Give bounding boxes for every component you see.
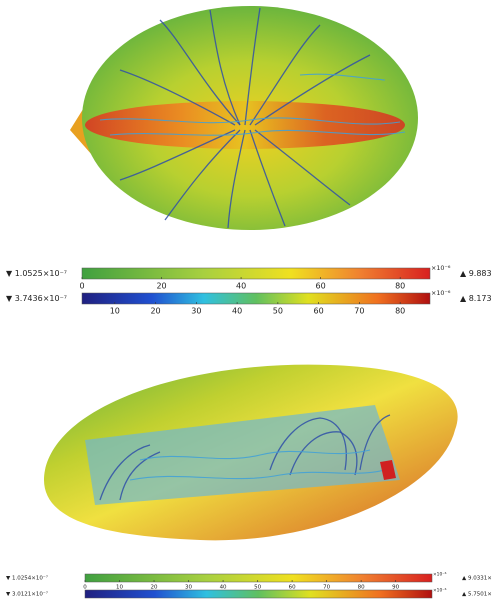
tick-label: 40 [220,584,227,590]
tick-label: 50 [254,584,261,590]
tick-label: 80 [358,584,365,590]
tick-label: 50 [273,307,283,316]
tick-label: 30 [191,307,201,316]
tick-label: 30 [185,584,192,590]
tick-label: 0 [83,584,87,590]
tick-label: 60 [314,307,324,316]
colorbar [84,589,433,599]
colorbar [81,292,431,305]
colorbar-min: ▼ 3.7436×10⁻⁷ [6,294,67,303]
render-hotspot [380,460,396,480]
colorbar-min: ▼ 3.0121×10⁻⁷ [6,591,48,598]
tick-label: 20 [150,307,160,316]
colorbar [81,267,431,280]
colorbar-max: ▲ 9.8836×10⁻⁶ [460,269,492,278]
colorbar-exponent: ×10⁻⁶ [431,264,451,272]
tick-label: 80 [395,307,405,316]
colorbar-max: ▲ 9.0331×10⁻⁶ [462,575,492,582]
tick-label: 90 [392,584,399,590]
bottom-render [43,364,458,541]
colorbar-exponent: ×10⁻⁶ [431,289,451,297]
colorbar [84,573,433,583]
tick-label: 60 [316,282,326,291]
streamlines [99,414,391,501]
colorbars: ▼ 1.0525×10⁻⁷ ▲ 9.8836×10⁻⁶ ×10⁻⁶ 0 20 40 60 80… [6,264,492,599]
tick-label: 20 [151,584,158,590]
tick-label: 60 [289,584,296,590]
colorbar-max: ▲ 5.7501×10⁻⁶ [462,591,492,598]
tick-label: 40 [236,282,246,291]
colorbar-min: ▼ 1.0525×10⁻⁷ [6,269,67,278]
colorbar-min: ▼ 1.0254×10⁻⁷ [6,575,48,582]
tick-label: 10 [110,307,120,316]
streamlines [99,7,406,229]
colorbar-exponent: ×10⁻⁶ [433,572,447,578]
top-render [70,6,418,230]
tick-label: 70 [323,584,330,590]
render-cutout [85,405,400,505]
tick-label: 80 [395,282,405,291]
tick-label: 0 [79,282,84,291]
tick-label: 20 [156,282,166,291]
tick-label: 40 [232,307,242,316]
colorbar-max: ▲ 8.173×10⁻⁵ [460,294,492,303]
tick-label: 70 [354,307,364,316]
colorbar-exponent: ×10⁻⁶ [433,588,447,594]
tick-label: 10 [116,584,123,590]
